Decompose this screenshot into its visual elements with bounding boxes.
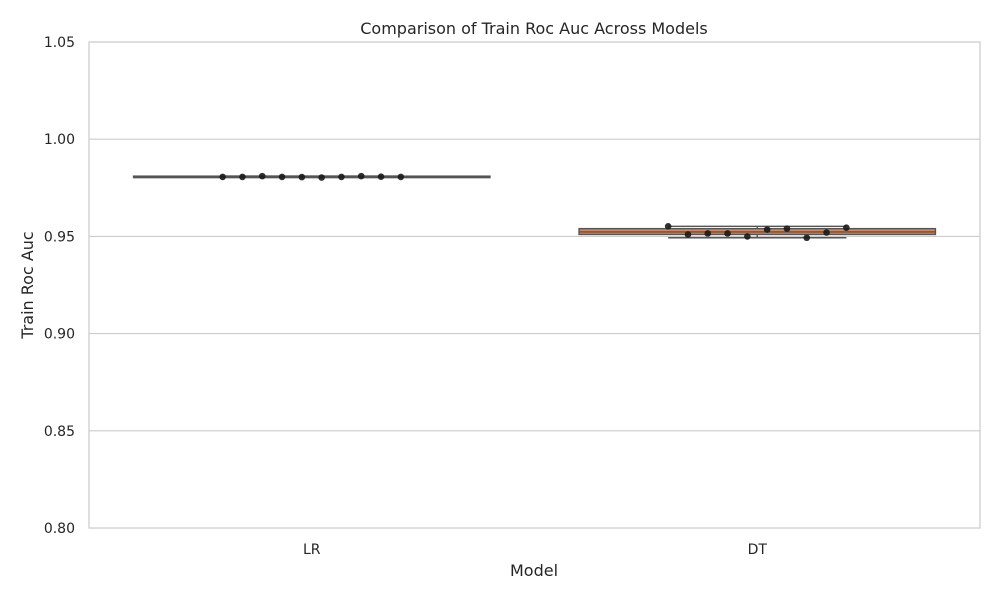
x-tick-label: DT (748, 542, 768, 558)
data-point (684, 231, 692, 238)
data-point (664, 222, 672, 230)
box-lr (132, 175, 491, 179)
data-point (397, 173, 405, 181)
box-dt (578, 225, 937, 239)
data-point (843, 224, 850, 231)
chart-title: Comparison of Train Roc Auc Across Model… (360, 19, 708, 38)
data-point (219, 173, 226, 181)
y-tick-label: 0.85 (44, 424, 75, 440)
data-point (823, 229, 830, 236)
x-tick-label: LR (303, 542, 321, 558)
y-tick-label: 1.00 (44, 132, 75, 148)
data-point (298, 173, 306, 181)
x-tick-labels: LR DT (303, 542, 767, 558)
grid-lines (89, 41, 980, 529)
data-point (357, 172, 365, 180)
data-point (239, 173, 246, 181)
data-point (318, 174, 325, 181)
data-point (763, 226, 771, 233)
y-tick-label: 0.95 (44, 229, 75, 245)
data-point (783, 225, 791, 232)
y-axis-label: Train Roc Auc (18, 231, 37, 339)
boxes (132, 175, 937, 239)
x-axis-label: Model (510, 561, 558, 580)
data-point (258, 172, 266, 180)
data-point (278, 173, 286, 181)
y-tick-label: 1.05 (44, 35, 75, 51)
data-point (704, 230, 712, 237)
y-tick-label: 0.90 (44, 327, 75, 343)
data-point (724, 230, 731, 237)
data-point (744, 233, 751, 240)
plot-frame (88, 41, 981, 529)
points (219, 172, 850, 242)
y-tick-labels: 0.80 0.85 0.90 0.95 1.00 1.05 (44, 35, 75, 537)
y-tick-label: 0.80 (44, 521, 75, 537)
data-point (338, 173, 345, 181)
data-point (377, 173, 385, 181)
data-point (803, 234, 811, 242)
